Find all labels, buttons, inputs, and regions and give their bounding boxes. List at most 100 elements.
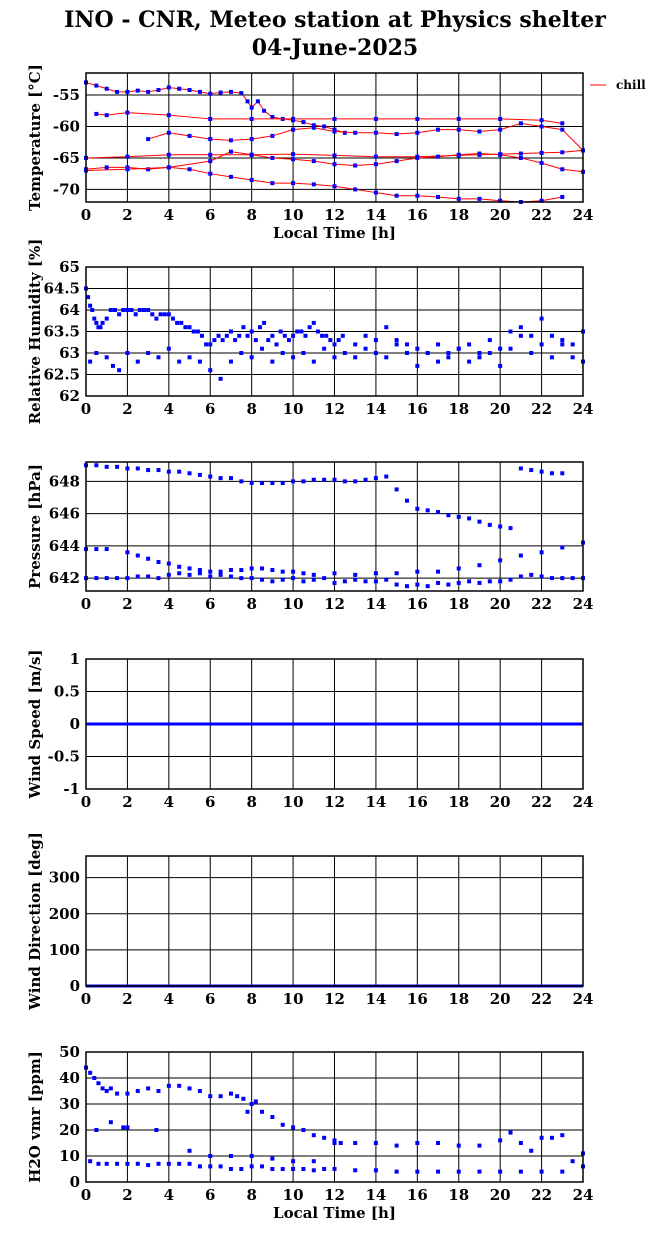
plot-frame (85, 461, 584, 592)
data-point (436, 580, 441, 585)
data-point (394, 159, 399, 164)
data-point (270, 359, 275, 364)
data-point (262, 320, 267, 325)
data-point (135, 574, 140, 579)
data-point (166, 469, 171, 474)
data-point (353, 1168, 358, 1173)
data-point (137, 308, 142, 312)
data-point (156, 87, 161, 92)
data-point (88, 1159, 93, 1164)
data-point (208, 159, 213, 164)
data-point (456, 566, 461, 571)
data-point (291, 576, 296, 581)
data-point (249, 116, 254, 121)
data-point (394, 342, 399, 347)
data-point (477, 563, 482, 568)
data-point (208, 574, 213, 579)
data-point (363, 333, 368, 338)
data-point (141, 308, 146, 312)
data-point (342, 351, 347, 355)
data-point (228, 1167, 233, 1171)
data-point (94, 83, 99, 88)
data-point (92, 316, 97, 321)
data-point (146, 167, 151, 172)
data-point (241, 1096, 246, 1101)
data-point (539, 342, 544, 347)
series-1 (88, 1159, 585, 1174)
data-point (539, 469, 544, 474)
data-point (415, 193, 420, 198)
data-point (125, 110, 130, 115)
data-point (384, 474, 389, 479)
data-point (239, 1167, 244, 1171)
data-point (280, 1122, 285, 1127)
data-point (235, 1094, 240, 1099)
data-point (332, 162, 337, 167)
data-point (108, 308, 113, 312)
x-tick-label: 6 (205, 206, 215, 224)
data-point (249, 1102, 254, 1106)
data-point (280, 577, 285, 582)
data-point (373, 162, 378, 167)
data-point (518, 151, 523, 156)
data-point (570, 1159, 575, 1164)
x-tick-label: 24 (573, 990, 594, 1008)
data-point (498, 1138, 503, 1143)
x-tick-label: 12 (324, 990, 345, 1008)
series-3 (353, 466, 565, 531)
data-point (241, 325, 246, 330)
series-0 (84, 463, 347, 485)
data-point (187, 325, 192, 330)
y-tick-label: 30 (59, 1095, 80, 1113)
data-point (208, 342, 213, 347)
data-point (218, 572, 223, 577)
data-point (373, 571, 378, 576)
data-point (245, 333, 250, 338)
data-point (208, 91, 213, 96)
data-point (270, 579, 275, 584)
data-point (177, 1161, 182, 1166)
data-point (404, 351, 409, 355)
x-tick-label: 14 (365, 1186, 386, 1204)
x-tick-label: 22 (531, 1186, 552, 1204)
data-point (404, 498, 409, 503)
data-point (270, 333, 275, 338)
data-point (498, 1169, 503, 1174)
data-point (156, 355, 161, 360)
data-point (436, 1141, 441, 1145)
data-point (373, 154, 378, 159)
data-point (508, 329, 513, 334)
data-point (353, 355, 358, 360)
x-tick-label: 22 (531, 990, 552, 1008)
data-point (166, 1083, 171, 1088)
data-point (322, 477, 327, 482)
data-point (539, 150, 544, 155)
data-point (239, 576, 244, 581)
data-point (311, 359, 316, 364)
data-point (187, 167, 192, 172)
data-point (218, 376, 223, 381)
data-point (322, 346, 327, 351)
data-point (291, 181, 296, 186)
x-tick-label: 20 (490, 793, 511, 811)
data-point (328, 338, 333, 343)
data-point (133, 312, 138, 317)
data-point (104, 316, 109, 321)
data-point (498, 346, 503, 351)
data-point (301, 579, 306, 584)
data-point (311, 1133, 316, 1138)
data-point (394, 582, 399, 587)
data-point (560, 338, 565, 343)
data-point (338, 1141, 343, 1145)
data-point (436, 342, 441, 347)
x-tick-label: 2 (122, 793, 132, 811)
data-point (270, 181, 275, 186)
data-point (195, 329, 200, 334)
data-point (177, 1083, 182, 1088)
data-point (239, 351, 244, 355)
data-point (115, 576, 120, 581)
data-point (498, 127, 503, 132)
data-point (373, 476, 378, 481)
data-point (315, 329, 320, 334)
y-tick-label: 1 (70, 650, 80, 668)
